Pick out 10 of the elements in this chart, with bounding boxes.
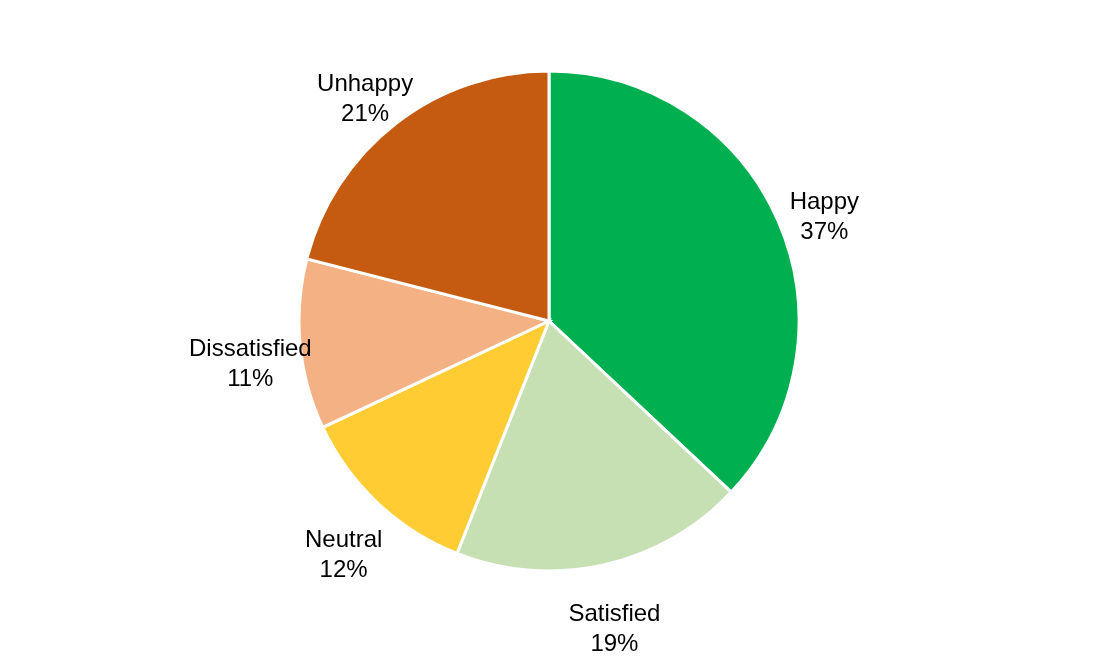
data-label: 37% <box>800 216 849 244</box>
data-label: 12% <box>319 554 368 582</box>
slice-label: Satisfied <box>568 598 661 626</box>
data-label: 21% <box>341 98 390 126</box>
data-label: 11% <box>227 364 274 392</box>
slice-label: Neutral <box>304 524 383 552</box>
data-label: 19% <box>590 628 639 656</box>
slice-label: Dissatisfied <box>188 334 312 362</box>
slice-label: Happy <box>789 186 860 214</box>
slice-label: Unhappy <box>317 68 414 96</box>
